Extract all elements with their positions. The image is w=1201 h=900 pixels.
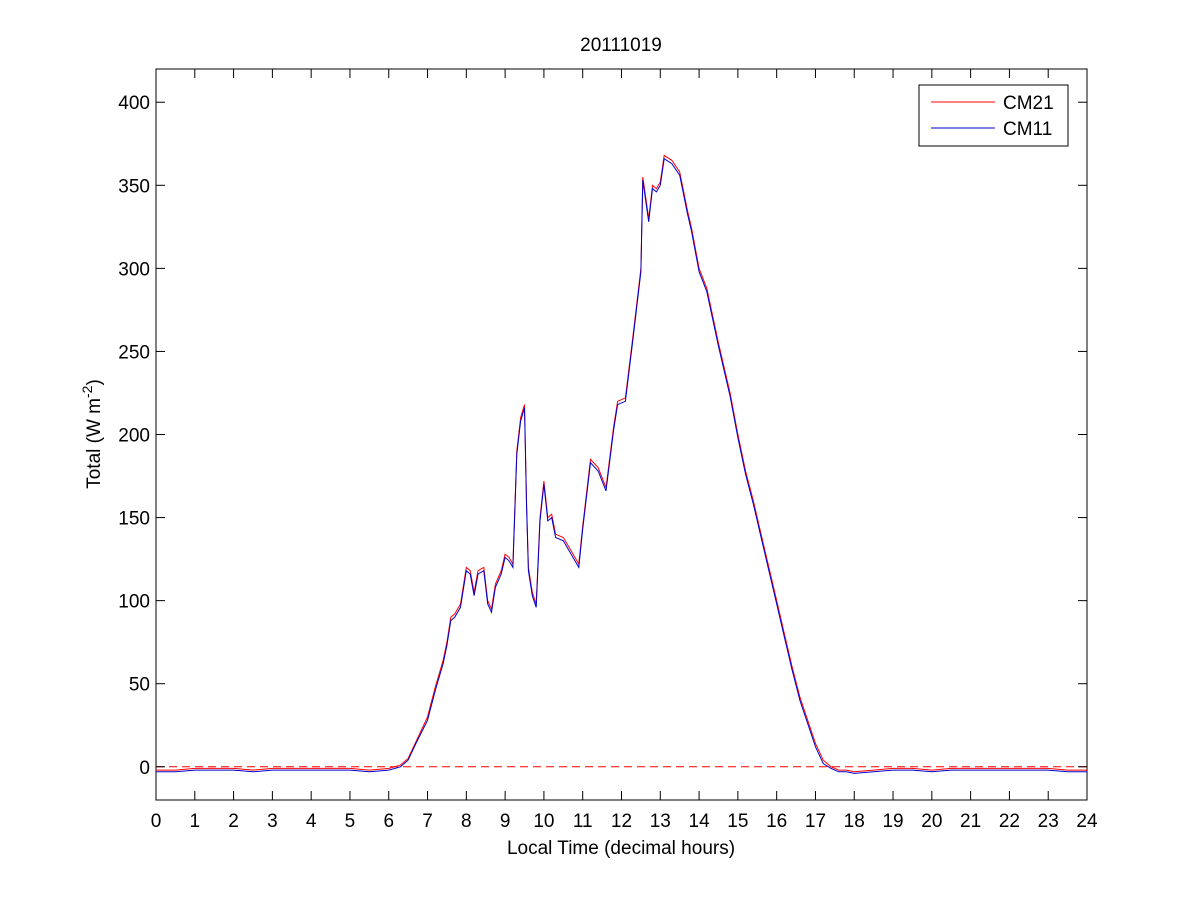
- x-tick-label: 12: [611, 811, 632, 832]
- x-tick-label: 5: [345, 811, 356, 832]
- legend-label-cm11: CM11: [1003, 119, 1052, 140]
- y-tick-label: 250: [118, 342, 150, 363]
- x-tick-label: 7: [422, 811, 433, 832]
- x-tick-label: 23: [1038, 811, 1059, 832]
- y-tick-label: 200: [118, 426, 150, 447]
- x-tick-label: 1: [190, 811, 201, 832]
- y-axis-title-end: ): [84, 379, 105, 385]
- y-tick-label: 300: [118, 259, 150, 280]
- x-axis-title: Local Time (decimal hours): [507, 838, 735, 859]
- legend-box: [918, 84, 1069, 147]
- legend: CM21 CM11: [918, 84, 1069, 147]
- x-tick-label: 4: [306, 811, 317, 832]
- x-tick-label: 3: [267, 811, 278, 832]
- x-tick-label: 22: [999, 811, 1020, 832]
- series-line-cm11: [156, 157, 1087, 774]
- x-tick-label: 20: [921, 811, 942, 832]
- x-tick-label: 8: [461, 811, 472, 832]
- y-tick-label: 100: [118, 592, 150, 613]
- y-axis-title: Total (W m-2): [79, 379, 105, 489]
- series-layer: [156, 154, 1087, 774]
- legend-label-cm21: CM21: [1003, 93, 1054, 114]
- x-tick-label: 19: [882, 811, 903, 832]
- x-tick-label: 11: [573, 811, 593, 832]
- y-tick-label: 400: [118, 93, 150, 114]
- x-tick-label: 6: [383, 811, 394, 832]
- y-axis-title-superscript: -2: [79, 385, 95, 398]
- x-tick-label: 15: [727, 811, 748, 832]
- x-tick-label: 21: [960, 811, 981, 832]
- x-tick-label: 10: [533, 811, 554, 832]
- x-tick-label: 2: [228, 811, 239, 832]
- x-tick-label: 16: [766, 811, 787, 832]
- y-axis-title-main: Total (W m: [84, 398, 105, 489]
- x-tick-label: 17: [805, 811, 826, 832]
- y-tick-label: 150: [118, 509, 150, 530]
- y-tick-label: 0: [139, 758, 150, 779]
- x-tick-label: 0: [151, 811, 162, 832]
- x-tick-label: 13: [650, 811, 671, 832]
- ticks-layer: 0 1 2 3 4 5 6 7 8 9 10 11 12 13 14 15 16 17 18 19 20 21 22 23 24…: [118, 69, 1098, 832]
- y-tick-label: 50: [129, 675, 150, 696]
- plot-area: [155, 68, 1088, 801]
- chart-title: 20111019: [580, 35, 662, 56]
- x-tick-label: 18: [844, 811, 865, 832]
- x-tick-label: 14: [689, 811, 711, 832]
- y-tick-label: 350: [118, 176, 150, 197]
- x-tick-label: 9: [500, 811, 511, 832]
- x-tick-label: 24: [1076, 811, 1098, 832]
